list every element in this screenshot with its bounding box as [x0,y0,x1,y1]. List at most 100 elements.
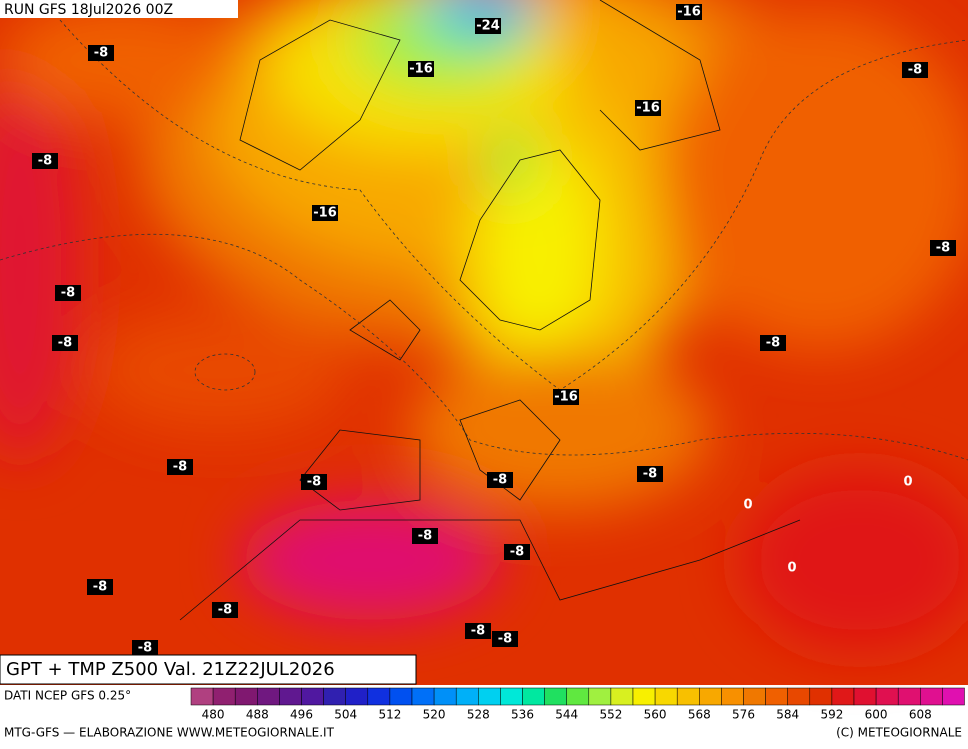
scale-label: 600 [865,708,888,722]
label-box [312,205,338,221]
scale-label: 568 [688,708,711,722]
contour-label: 0 [903,475,912,490]
scale-swatch [676,687,700,706]
contour-label: -8 [471,624,485,639]
scale-swatch [301,687,324,706]
label-box [930,240,956,256]
contour-label: -8 [138,641,152,656]
label-box [87,579,113,595]
label-box [52,335,78,351]
contour-label: -8 [766,336,780,351]
contour-label: -8 [418,529,432,544]
scale-swatch [257,687,280,706]
scale-swatch [610,687,634,706]
contour-label: -24 [476,19,500,34]
contour-label: -16 [677,5,701,20]
scale-label: 560 [644,708,667,722]
label-box [635,100,661,116]
contour-label: -8 [493,473,507,488]
scale-label: 608 [909,708,932,722]
contour-label: -16 [409,62,433,77]
scale-swatch [897,687,921,706]
scale-swatch [765,687,788,706]
scale-swatch [831,687,855,706]
scale-swatch [500,687,523,706]
scale-swatch [522,687,545,706]
source-label: DATI NCEP GFS 0.25° [4,689,131,703]
scale-swatch [942,687,965,706]
contour-label: -8 [38,154,52,169]
scale-label: 496 [290,708,313,722]
scale-label: 584 [776,708,799,722]
label-box [475,18,501,34]
contour-label: -8 [307,475,321,490]
footer-left: MTG-GFS — ELABORAZIONE WWW.METEOGIORNALE… [4,726,335,740]
contour-label: -8 [936,241,950,256]
scale-swatch [654,687,678,706]
contour-label: -8 [93,580,107,595]
contour-label: 0 [787,561,796,576]
contour-label: -8 [61,286,75,301]
scale-label: 520 [423,708,446,722]
scale-swatch [743,687,766,706]
contour-label: -8 [510,545,524,560]
contour-label: -8 [643,467,657,482]
label-box [676,4,702,20]
contour-label: -16 [554,390,578,405]
field [0,0,968,650]
scale-swatch [433,687,457,706]
label-box [55,285,81,301]
label-box [487,472,513,488]
label-box [492,631,518,647]
scale-swatch [721,687,744,706]
footer-right: (C) METEOGIORNALE [836,726,962,740]
contour-label: -8 [498,632,512,647]
label-box [760,335,786,351]
scale-swatch [212,687,236,706]
label-box [167,459,193,475]
label-box [32,153,58,169]
scale-label: 576 [732,708,755,722]
scale-swatch [345,687,369,706]
scale-swatch [389,687,413,706]
scale-label: 592 [820,708,843,722]
contour-label: -8 [58,336,72,351]
scale-swatch [478,687,501,706]
label-box [412,528,438,544]
scale-swatch [809,687,833,706]
scale-label: 536 [511,708,534,722]
contour-labels: -8 -8 -8 -8 -8 -8 -8 -8 -8 -8 -8 -8 -8 -8 -8 -8 -8 -8 -24 -… [32,4,956,656]
contour-label: -16 [313,206,337,221]
scale-label: 544 [555,708,578,722]
scale-label: 528 [467,708,490,722]
contour-label: 0 [743,498,752,513]
contour-label: -16 [636,101,660,116]
scale-swatch [323,687,346,706]
run-label: RUN GFS 18Jul2026 00Z [4,2,173,18]
title-box [0,654,417,685]
scale-swatch [920,687,943,706]
scale-swatch [544,687,567,706]
scale-label: 488 [246,708,269,722]
color-scale: 480 488 496 504 512 520 528 536 544 552 560 568 576 5… [190,687,965,722]
label-box [637,466,663,482]
label-box [553,389,579,405]
scale-swatch [699,687,722,706]
scale-swatch [875,687,899,706]
label-box [465,623,491,639]
map-title: GPT + TMP Z500 Val. 21Z22JUL2026 [6,659,335,680]
scale-swatch [190,687,214,706]
label-box [132,640,158,656]
contour-label: -8 [218,603,232,618]
label-box [408,61,434,77]
contour-label: -8 [173,460,187,475]
scale-swatch [234,687,258,706]
label-box [504,544,530,560]
coastlines [179,0,801,621]
scale-swatch [367,687,391,706]
scale-swatch [279,687,302,706]
scale-swatch [411,687,435,706]
label-box [301,474,327,490]
